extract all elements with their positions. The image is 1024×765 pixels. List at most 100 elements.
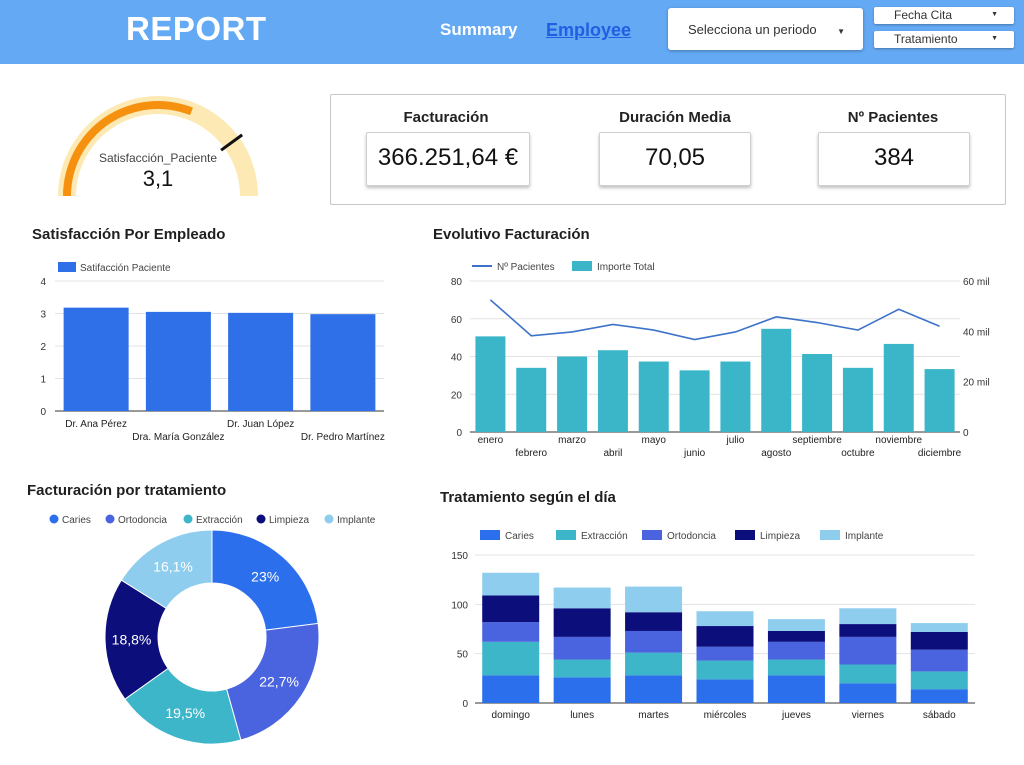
- chart-evolutivo-facturacion: Nº Pacientes Importe Total 0 20 40 60 80 0 20 mi…: [451, 261, 990, 459]
- chevron-down-icon: ▼: [991, 11, 998, 18]
- title-facturacion-tratamiento: Facturación por tratamiento: [27, 482, 227, 499]
- x-tick-label: junio: [683, 448, 706, 459]
- stacked-bar-segment: [767, 675, 825, 703]
- stacked-bar-segment: [482, 641, 540, 676]
- x-tick-label: jueves: [781, 710, 811, 721]
- gauge-fill: [63, 101, 193, 196]
- stacked-bar-segment: [553, 587, 611, 609]
- period-select-label: Selecciona un periodo: [688, 22, 817, 37]
- stacked-bar-segment: [767, 641, 825, 660]
- y2-tick-label: 60 mil: [963, 277, 990, 288]
- nav-employee-link[interactable]: Employee: [546, 20, 632, 40]
- x-tick-label: octubre: [841, 448, 875, 459]
- y2-tick-label: 20 mil: [963, 378, 990, 389]
- y-tick-label: 50: [457, 650, 469, 661]
- legend-dot: [105, 514, 115, 524]
- legend-label: Extracción: [581, 531, 628, 542]
- kpi-value-duracion: 70,05: [599, 132, 751, 186]
- legend-label: Extracción: [196, 515, 243, 526]
- legend-label: Implante: [337, 515, 376, 526]
- title-evolutivo-facturacion: Evolutivo Facturación: [433, 226, 590, 243]
- stacked-bar-segment: [839, 608, 897, 625]
- x-tick-label: marzo: [558, 435, 586, 446]
- y-tick-label: 2: [40, 342, 46, 353]
- gauge-target-marker: [220, 133, 244, 152]
- x-tick-label: abril: [603, 448, 622, 459]
- bar: [924, 369, 955, 432]
- fecha-cita-label: Fecha Cita: [894, 8, 953, 22]
- nav-summary-link[interactable]: Summary: [440, 20, 518, 39]
- stacked-bar-segment: [839, 636, 897, 665]
- y-tick-label: 100: [451, 600, 468, 611]
- donut-slice: [124, 667, 242, 745]
- donut-slice: [120, 529, 213, 609]
- x-tick-label: agosto: [761, 448, 791, 459]
- x-tick-label: febrero: [515, 448, 547, 459]
- slice-label: 23%: [251, 569, 279, 585]
- legend-dot: [49, 514, 59, 524]
- stacked-bar-segment: [482, 622, 540, 642]
- report-logo: REPORT: [126, 10, 267, 47]
- legend-swatch: [642, 530, 662, 540]
- x-tick-label: miércoles: [704, 710, 747, 721]
- bar: [516, 367, 547, 432]
- stacked-bar-segment: [910, 671, 968, 690]
- legend-label: Nº Pacientes: [497, 262, 555, 273]
- legend-label: Limpieza: [269, 515, 309, 526]
- stacked-bar-segment: [553, 608, 611, 637]
- stacked-bar-segment: [910, 689, 968, 703]
- kpi-panel: Facturación 366.251,64 € Duración Media …: [330, 94, 1006, 205]
- stacked-bar-segment: [910, 623, 968, 632]
- stacked-bar-segment: [625, 586, 683, 613]
- fecha-cita-filter[interactable]: Fecha Cita ▼: [874, 7, 1014, 24]
- period-select[interactable]: Selecciona un periodo ▼: [668, 8, 863, 50]
- bar: [883, 343, 914, 432]
- kpi-value-facturacion: 366.251,64 €: [366, 132, 530, 186]
- bar: [597, 350, 628, 432]
- y-tick-label: 0: [456, 428, 462, 439]
- chevron-down-icon: ▼: [991, 35, 998, 42]
- x-tick-label: enero: [478, 435, 504, 446]
- legend-label: Ortodoncia: [118, 515, 167, 526]
- stacked-bar-segment: [625, 652, 683, 676]
- chart-tratamiento-dia: Caries Extracción Ortodoncia Limpieza Implan…: [451, 530, 975, 721]
- y-tick-label: 60: [451, 315, 463, 326]
- stacked-bar-segment: [910, 631, 968, 650]
- x-tick-label: martes: [638, 710, 669, 721]
- line-series-pacientes: [489, 299, 940, 341]
- bar: [63, 307, 129, 411]
- x-tick-label: Dr. Juan López: [227, 419, 294, 430]
- stacked-bar-segment: [482, 675, 540, 703]
- bar: [638, 361, 669, 432]
- kpi-value-pacientes: 384: [818, 132, 970, 186]
- bar: [475, 336, 506, 432]
- x-tick-label: domingo: [492, 710, 531, 721]
- legend-label: Importe Total: [597, 262, 655, 273]
- bar: [761, 328, 792, 432]
- slice-label: 22,7%: [259, 673, 299, 689]
- bar: [557, 356, 588, 432]
- chart-satisfaccion-empleado: Satifacción Paciente 0 1 2 3 4 Dr. Ana Pérez Dr…: [40, 262, 385, 443]
- legend-dot: [256, 514, 266, 524]
- stacked-bar-segment: [839, 624, 897, 637]
- bar: [228, 312, 294, 411]
- tratamiento-filter[interactable]: Tratamiento ▼: [874, 31, 1014, 48]
- legend-swatch: [820, 530, 840, 540]
- stacked-bar-segment: [696, 626, 754, 647]
- x-tick-label: Dr. Pedro Martínez: [301, 432, 385, 443]
- y2-tick-label: 40 mil: [963, 327, 990, 338]
- legend-label: Caries: [62, 515, 91, 526]
- stacked-bar-segment: [767, 630, 825, 642]
- bar: [802, 353, 833, 432]
- x-tick-label: lunes: [570, 710, 594, 721]
- x-tick-label: Dra. María González: [132, 432, 224, 443]
- legend-dot: [324, 514, 334, 524]
- gauge-label: Satisfacción_Paciente: [99, 151, 217, 165]
- gauge-value: 3,1: [143, 166, 174, 191]
- y-tick-label: 3: [40, 310, 46, 321]
- y-tick-label: 0: [40, 407, 46, 418]
- y-tick-label: 150: [451, 551, 468, 562]
- stacked-bar-segment: [696, 660, 754, 680]
- stacked-bar-segment: [482, 572, 540, 596]
